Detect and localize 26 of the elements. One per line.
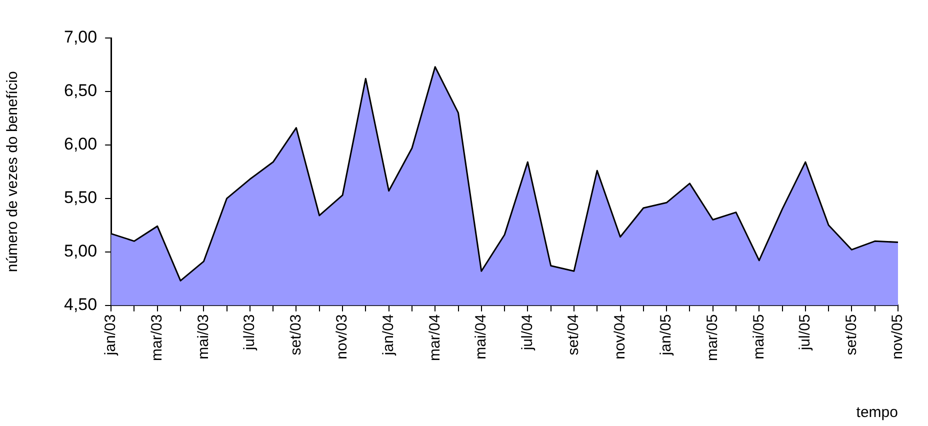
x-tick-label: jan/04 [380, 314, 397, 356]
x-tick-label: set/05 [842, 314, 860, 356]
x-tick-label: mar/03 [148, 314, 166, 362]
y-tick-label: 4,50 [64, 295, 98, 314]
x-tick-label: jan/05 [658, 314, 675, 356]
x-tick-label: nov/04 [611, 314, 628, 360]
x-axis-title: tempo [856, 404, 898, 422]
y-tick-label: 6,50 [64, 81, 98, 100]
x-tick-label: jul/05 [796, 314, 814, 352]
y-tick-label: 5,50 [64, 188, 98, 208]
x-tick-label: mar/05 [704, 314, 721, 362]
x-tick-label: set/04 [565, 314, 582, 356]
x-tick-label: mai/05 [750, 314, 768, 360]
x-tick-label: jan/03 [102, 314, 120, 356]
y-tick-label: 7,00 [64, 28, 98, 47]
x-tick-label: mai/04 [472, 314, 490, 360]
y-tick-label: 6,00 [64, 134, 98, 154]
x-tick-label: jul/04 [518, 314, 536, 352]
x-tick-label: nov/05 [889, 314, 906, 360]
x-tick-label: nov/03 [334, 314, 351, 360]
y-axis-title: número de vezes do benefício [4, 71, 22, 272]
x-tick-label: mar/04 [426, 314, 444, 362]
x-tick-label: jul/03 [241, 314, 258, 352]
x-tick-label: set/03 [287, 314, 304, 356]
y-tick-label: 5,00 [64, 242, 98, 261]
x-tick-label: mai/03 [194, 314, 212, 360]
